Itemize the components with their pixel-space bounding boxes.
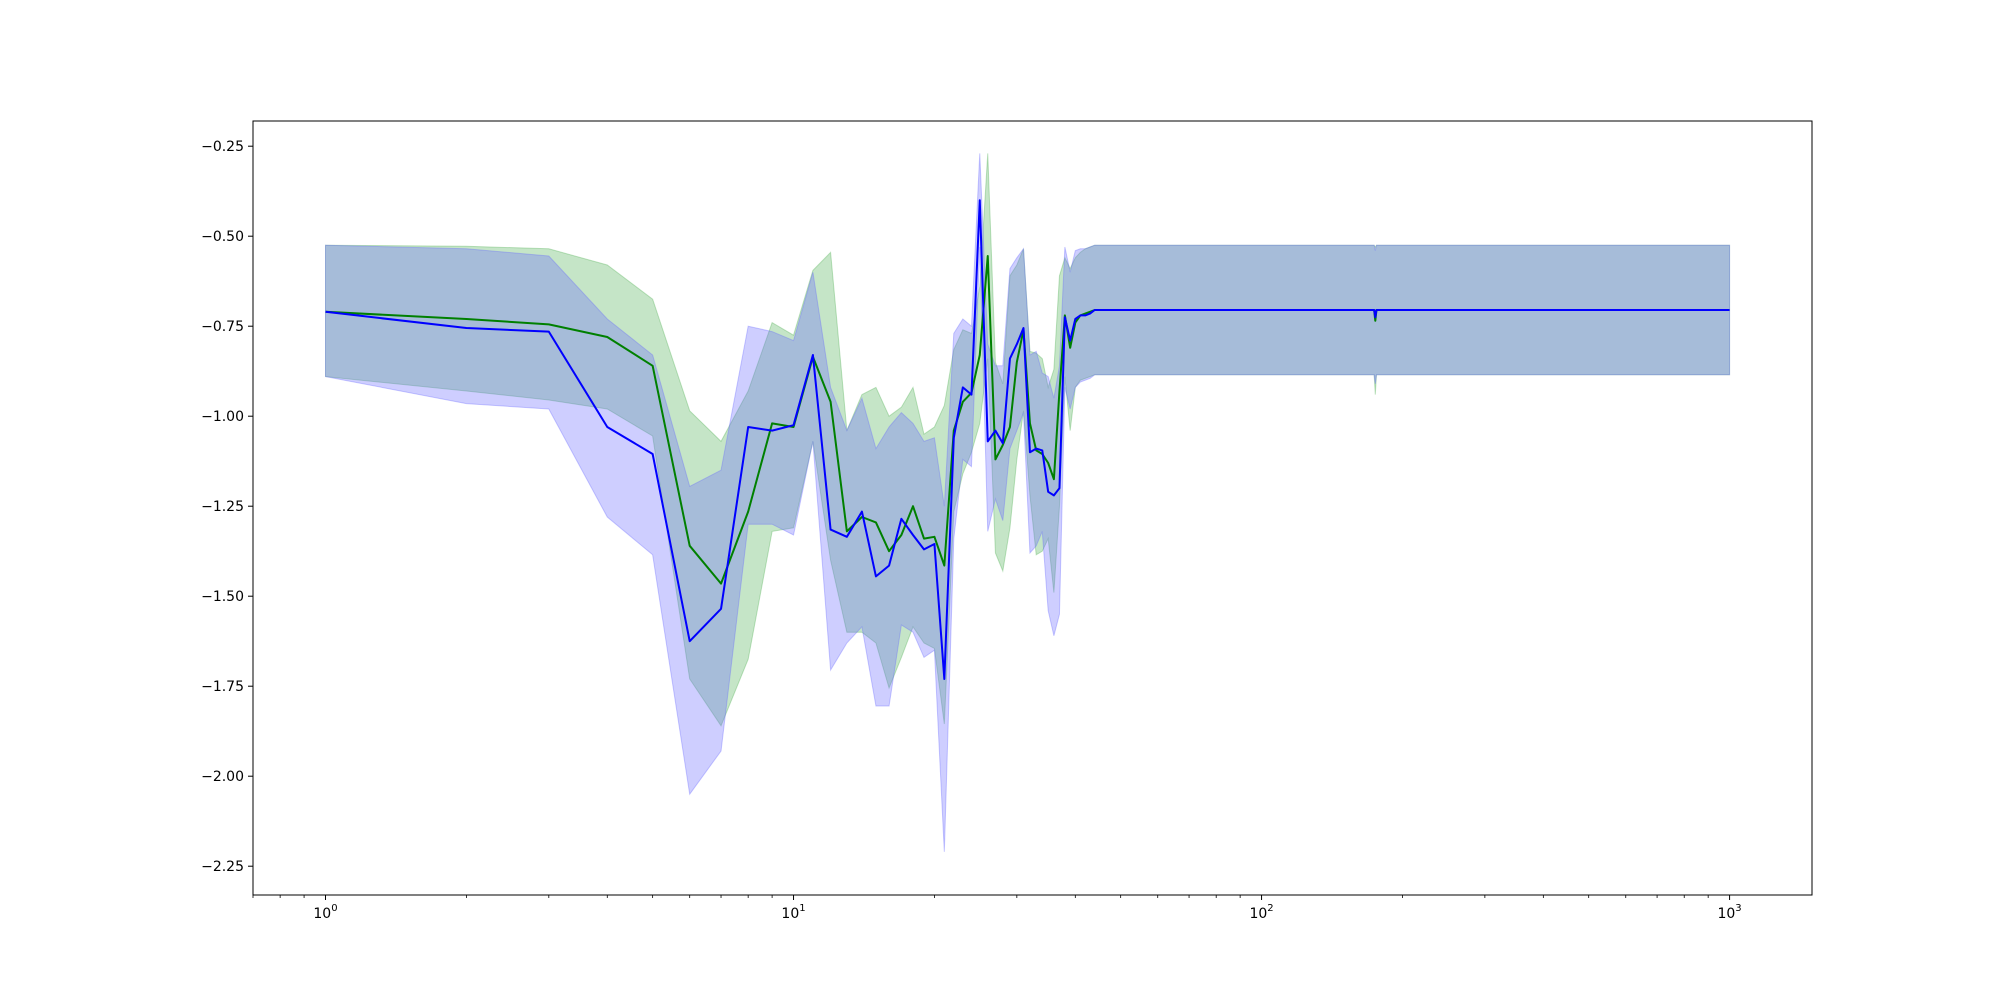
y-tick-label: −1.25 [201,499,244,515]
y-tick-label: −0.50 [201,229,244,245]
y-tick-label: −1.50 [201,589,244,605]
series-1-confidence-band [325,153,1731,852]
y-tick-label: −0.25 [201,139,244,155]
y-tick-label: −2.00 [201,769,244,785]
y-tick-label: −1.00 [201,409,244,425]
axes-frame [252,120,1813,896]
axes-layer: −0.25 −0.50 −0.75 −1.00 −1.25 −1.50 −1.75 −2.00… [201,120,1813,922]
plot-marks [325,153,1731,852]
y-tick-label: −0.75 [201,319,244,335]
x-tick-label: 100 [313,903,337,922]
x-tick-label: 101 [781,903,805,922]
plot-area [325,153,1731,852]
series-0-confidence-band [325,153,1731,727]
x-tick-label: 102 [1249,903,1273,922]
y-tick-label: −2.25 [201,859,244,875]
x-tick-label: 103 [1717,903,1741,922]
y-tick-label: −1.75 [201,679,244,695]
series-1-line [325,199,1730,680]
